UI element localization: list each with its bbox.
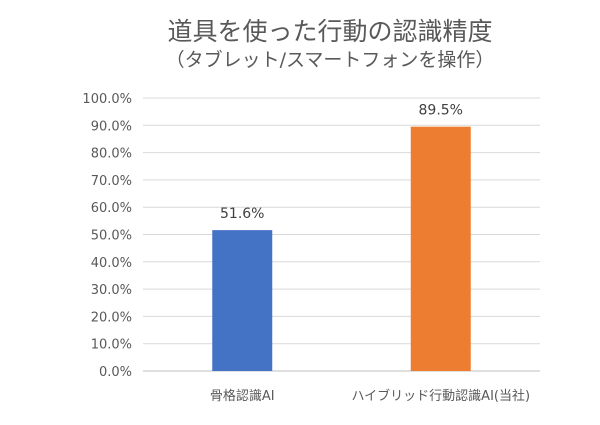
y-tick-label: 40.0%: [91, 256, 132, 271]
y-tick-label: 60.0%: [91, 201, 132, 216]
data-label: 51.6%: [220, 206, 264, 222]
x-category-label: ハイブリッド行動認識AI(当社): [351, 388, 530, 404]
y-tick-label: 30.0%: [91, 283, 132, 298]
y-tick-label: 0.0%: [99, 365, 132, 380]
y-tick-label: 80.0%: [91, 147, 132, 162]
y-tick-label: 10.0%: [91, 338, 132, 353]
y-tick-label: 50.0%: [91, 229, 132, 244]
chart-title: 道具を使った行動の認識精度: [167, 17, 492, 46]
y-tick-label: 20.0%: [91, 310, 132, 325]
y-tick-label: 90.0%: [91, 119, 132, 134]
bar: [410, 126, 471, 371]
bar: [212, 230, 273, 371]
x-category-label: 骨格認識AI: [210, 388, 275, 404]
chart-subtitle: （タブレット/スマートフォンを操作）: [166, 48, 495, 71]
y-tick-label: 70.0%: [91, 174, 132, 189]
y-tick-label: 100.0%: [82, 92, 132, 107]
data-label: 89.5%: [419, 103, 463, 119]
